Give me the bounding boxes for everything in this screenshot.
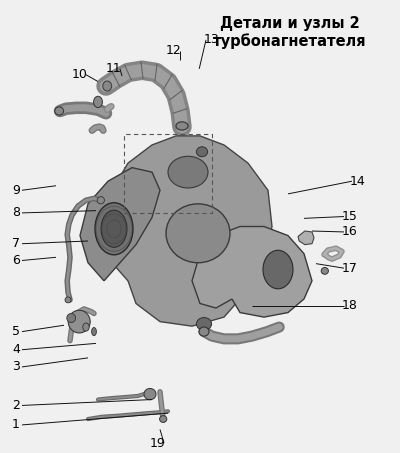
Ellipse shape	[196, 147, 208, 157]
Ellipse shape	[176, 122, 188, 130]
Ellipse shape	[94, 96, 102, 108]
Text: 5: 5	[12, 325, 20, 338]
Ellipse shape	[321, 267, 328, 274]
Text: 6: 6	[12, 254, 20, 267]
Text: 15: 15	[342, 210, 358, 223]
Ellipse shape	[68, 310, 90, 333]
Bar	[124, 134, 212, 213]
PathPatch shape	[298, 231, 314, 245]
Ellipse shape	[263, 250, 293, 289]
Text: Детали и узлы 2
турбонагнетателя: Детали и узлы 2 турбонагнетателя	[213, 16, 367, 49]
Ellipse shape	[196, 318, 212, 330]
PathPatch shape	[104, 136, 272, 326]
Text: 3: 3	[12, 361, 20, 373]
Text: 7: 7	[12, 237, 20, 250]
Text: 13: 13	[204, 34, 220, 46]
Text: 19: 19	[150, 437, 166, 449]
Ellipse shape	[166, 204, 230, 263]
Ellipse shape	[83, 323, 89, 331]
Ellipse shape	[101, 210, 127, 247]
Ellipse shape	[67, 313, 76, 323]
Text: 18: 18	[342, 299, 358, 312]
Text: 1: 1	[12, 419, 20, 431]
Ellipse shape	[160, 416, 167, 422]
Text: 10: 10	[72, 68, 88, 81]
Text: 17: 17	[342, 262, 358, 275]
PathPatch shape	[192, 226, 312, 317]
Text: 12: 12	[166, 44, 182, 57]
Text: 8: 8	[12, 207, 20, 219]
Ellipse shape	[199, 327, 209, 336]
PathPatch shape	[80, 168, 160, 281]
Ellipse shape	[92, 328, 96, 336]
Text: 9: 9	[12, 184, 20, 197]
Text: 2: 2	[12, 399, 20, 412]
Text: 14: 14	[350, 175, 366, 188]
Ellipse shape	[65, 297, 71, 303]
Ellipse shape	[103, 81, 112, 91]
Text: 4: 4	[12, 343, 20, 356]
Text: 11: 11	[106, 63, 122, 75]
Text: 16: 16	[342, 226, 358, 238]
Ellipse shape	[95, 203, 133, 255]
Ellipse shape	[144, 389, 156, 400]
Ellipse shape	[168, 156, 208, 188]
Ellipse shape	[55, 107, 64, 115]
Ellipse shape	[97, 197, 104, 204]
